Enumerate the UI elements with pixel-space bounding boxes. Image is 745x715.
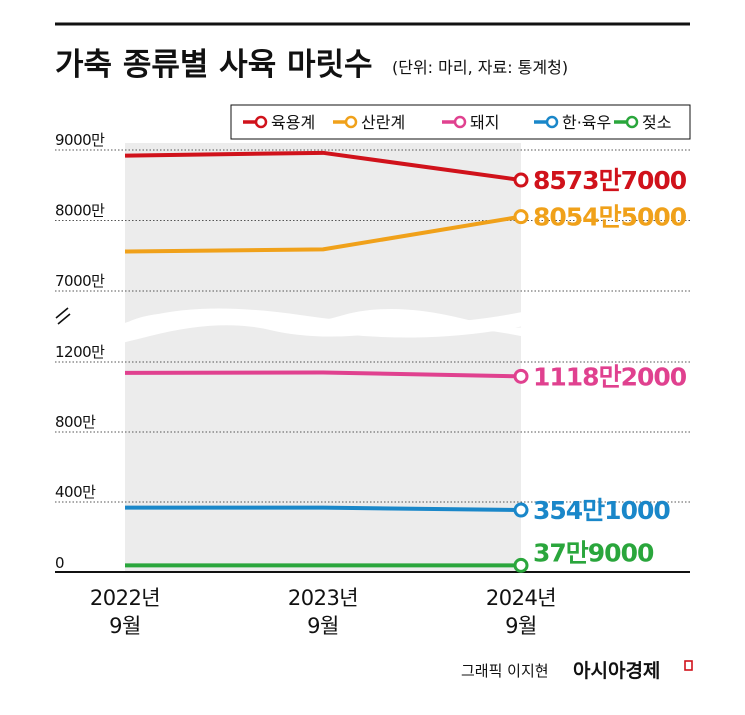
legend-item: 한·육우	[534, 113, 611, 132]
chart-title: 가축 종류별 사육 마릿수	[55, 47, 373, 83]
series-end-label: 8573만7000	[533, 166, 687, 195]
x-tick-line: 2022년	[90, 586, 160, 610]
credit-brand: 아시아경제	[573, 660, 660, 682]
series-end-label: 354만1000	[533, 496, 670, 525]
gridlines	[55, 149, 690, 503]
legend-swatch-marker	[625, 115, 639, 129]
series-end-marker	[513, 557, 529, 573]
x-tick-label: 2023년 9월	[288, 586, 359, 638]
series-1: 8573만7000	[124, 150, 688, 195]
y-tick-label: 800만	[55, 413, 96, 431]
legend-label: 돼지	[470, 113, 499, 132]
legend-swatch-marker	[545, 115, 559, 129]
x-tick-line: 9월	[505, 614, 537, 638]
series-line	[124, 370, 522, 379]
legend-item: 육용계	[243, 113, 315, 132]
y-tick-label: 0	[55, 554, 64, 572]
legend-item: 젖소	[614, 113, 671, 132]
series-group: 8573만7000 8054만5000 1118만2000 354만1000 37만90…	[124, 150, 688, 573]
series-line	[124, 150, 522, 183]
legend-item: 돼지	[442, 113, 499, 132]
legend-swatch-marker	[344, 115, 358, 129]
legend-item: 산란계	[333, 113, 405, 132]
shaded-period-band	[125, 143, 521, 571]
y-tick-label: 7000만	[55, 272, 105, 290]
chart-subtitle: (단위: 마리, 자료: 통계청)	[392, 58, 568, 77]
series-line	[125, 505, 522, 513]
series-end-marker	[513, 368, 529, 384]
legend-label: 산란계	[361, 113, 405, 132]
series-end-marker	[513, 172, 529, 188]
x-axis-ticks: 2022년 9월 2023년 9월 2024년 9월	[90, 586, 557, 638]
series-2: 8054만5000	[124, 203, 688, 254]
series-end-marker	[513, 502, 529, 518]
legend-label: 젖소	[642, 113, 671, 132]
series-line	[124, 214, 522, 254]
y-tick-label: 400만	[55, 483, 96, 501]
series-end-label: 1118만2000	[533, 362, 687, 391]
legend-swatch-marker	[254, 115, 268, 129]
series-4: 354만1000	[125, 496, 671, 525]
series-5: 37만9000	[125, 538, 655, 573]
x-tick-line: 9월	[109, 614, 141, 638]
y-tick-label: 1200만	[55, 343, 105, 361]
legend-label: 한·육우	[562, 113, 611, 132]
legend-label: 육용계	[271, 113, 315, 132]
legend-swatch-marker	[453, 115, 467, 129]
x-tick-label: 2024년 9월	[486, 586, 557, 638]
axis-break	[55, 307, 530, 346]
x-tick-line: 9월	[307, 614, 339, 638]
x-tick-line: 2024년	[486, 586, 556, 610]
y-tick-label: 9000만	[55, 131, 105, 149]
legend: 육용계 산란계 돼지 한·육우 젖소	[230, 104, 691, 140]
credit-byline: 그래픽 이지현	[461, 662, 549, 680]
x-tick-line: 2023년	[288, 586, 358, 610]
x-tick-label: 2022년 9월	[90, 586, 161, 638]
series-end-marker	[513, 209, 529, 225]
y-axis-ticks: 9000만 8000만 7000만 1200만 800만 400만 0	[55, 131, 106, 572]
y-tick-label: 8000만	[55, 202, 105, 220]
brand-mark-icon	[684, 660, 693, 671]
series-end-label: 37만9000	[533, 538, 654, 567]
series-end-label: 8054만5000	[533, 203, 687, 232]
series-3: 1118만2000	[124, 362, 688, 391]
